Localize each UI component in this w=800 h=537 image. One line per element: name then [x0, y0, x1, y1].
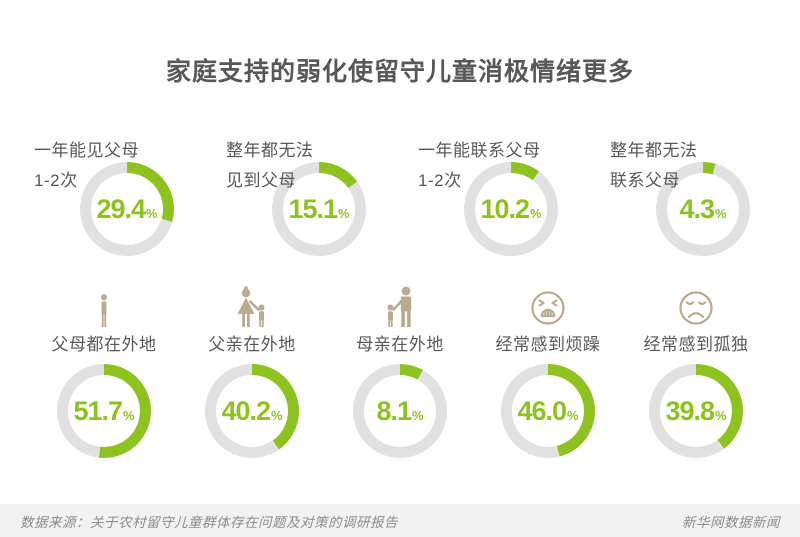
mother-child-icon: [233, 282, 271, 328]
donut-row-situation: 父母都在外地 51.7 %: [30, 282, 770, 458]
percent-value: 4.3: [679, 193, 715, 224]
stat-card: 一年能见父母 1-2次 29.4 %: [28, 136, 220, 276]
stat-card: 父母都在外地 51.7 %: [30, 282, 178, 458]
sad-face-icon: [676, 282, 716, 328]
percent-value: 29.4: [96, 193, 146, 224]
donut-chart: 15.1 %: [272, 162, 366, 256]
stat-card: 母亲在外地 8.1 %: [326, 282, 474, 458]
stat-label: 整年都无法 联系父母: [610, 141, 698, 190]
percent-sign: %: [530, 205, 542, 221]
stat-card: 经常感到烦躁 46.0 %: [474, 282, 622, 458]
annoyed-face-icon: [528, 282, 568, 328]
stat-label: 一年能联系父母 1-2次: [418, 141, 541, 190]
stat-card: 经常感到孤独 39.8 %: [622, 282, 770, 458]
percent-sign: %: [123, 407, 135, 423]
donut-chart: 39.8 %: [649, 364, 743, 458]
percent-sign: %: [271, 407, 283, 423]
footer-bar: 数据来源：关于农村留守儿童群体存在问题及对策的调研报告 新华网数据新闻: [0, 504, 800, 537]
stat-card: 整年都无法 联系父母 4.3 %: [604, 136, 796, 276]
donut-chart: 40.2 %: [205, 364, 299, 458]
percent-sign: %: [338, 205, 350, 221]
percent-value: 51.7: [73, 395, 123, 426]
stat-label: 一年能见父母 1-2次: [34, 141, 139, 190]
person-icon: [98, 282, 110, 328]
donut-chart: 4.3 %: [656, 162, 750, 256]
percent-value: 15.1: [288, 193, 338, 224]
donut-chart: 29.4 %: [80, 162, 174, 256]
stat-label: 父母都在外地: [51, 335, 157, 354]
donut-row-frequency: 一年能见父母 1-2次 29.4 % 整年都无法 见到父母 15.1 %: [28, 136, 800, 276]
stat-card: 整年都无法 见到父母 15.1 %: [220, 136, 412, 276]
stat-card: 父亲在外地 40.2 %: [178, 282, 326, 458]
footer-brand: 新华网数据新闻: [682, 514, 780, 530]
percent-value: 40.2: [221, 395, 271, 426]
stat-label: 父亲在外地: [208, 335, 296, 354]
stat-label: 母亲在外地: [356, 335, 444, 354]
donut-chart: 10.2 %: [464, 162, 558, 256]
percent-sign: %: [714, 205, 727, 221]
page-title: 家庭支持的弱化使留守儿童消极情绪更多: [165, 58, 634, 86]
stat-label: 整年都无法 见到父母: [226, 141, 314, 190]
stat-card: 一年能联系父母 1-2次 10.2 %: [412, 136, 604, 276]
donut-chart: 46.0 %: [501, 364, 595, 458]
percent-value: 39.8: [665, 395, 715, 426]
percent-sign: %: [567, 407, 579, 423]
father-child-icon: [381, 282, 419, 328]
percent-value: 10.2: [480, 193, 530, 224]
percent-value: 8.1: [376, 395, 412, 426]
donut-chart: 51.7 %: [57, 364, 151, 458]
percent-sign: %: [411, 407, 424, 423]
percent-sign: %: [146, 205, 158, 221]
percent-sign: %: [715, 407, 727, 423]
percent-value: 46.0: [517, 395, 567, 426]
stat-label: 经常感到孤独: [643, 335, 749, 354]
footer-source: 数据来源：关于农村留守儿童群体存在问题及对策的调研报告: [20, 514, 398, 530]
stat-label: 经常感到烦躁: [495, 335, 601, 354]
donut-chart: 8.1 %: [353, 364, 447, 458]
